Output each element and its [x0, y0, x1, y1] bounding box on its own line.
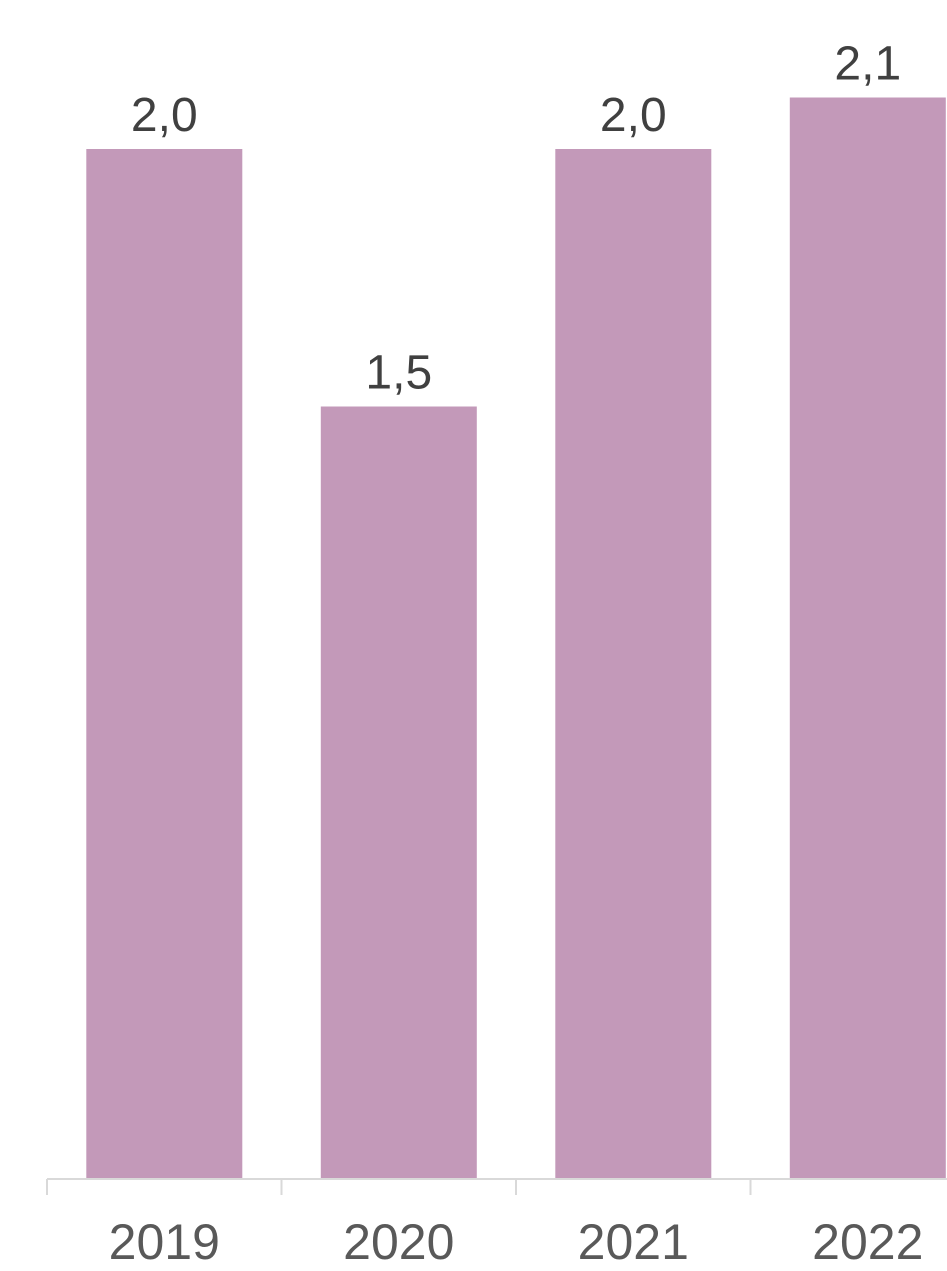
bars-group	[86, 97, 946, 1179]
x-tick-label-2020: 2020	[343, 1214, 454, 1266]
data-label-2022: 2,1	[834, 38, 901, 91]
data-label-2021: 2,0	[600, 89, 667, 142]
data-label-2020: 1,5	[365, 347, 432, 400]
bar-2019	[86, 149, 243, 1179]
x-tick-label-2019: 2019	[109, 1214, 220, 1266]
x-axis	[46, 1178, 947, 1195]
data-labels-group: 2,0 1,5 2,0 2,1	[131, 38, 901, 400]
x-tick-labels-group: 2019 2020 2021 2022	[109, 1214, 924, 1270]
bar-2021	[555, 149, 712, 1179]
bar-2020	[320, 406, 477, 1179]
data-label-2019: 2,0	[131, 89, 198, 142]
bar-2022	[789, 97, 946, 1179]
x-tick-label-2022: 2022	[812, 1214, 923, 1266]
x-tick-label-2021: 2021	[578, 1214, 689, 1266]
